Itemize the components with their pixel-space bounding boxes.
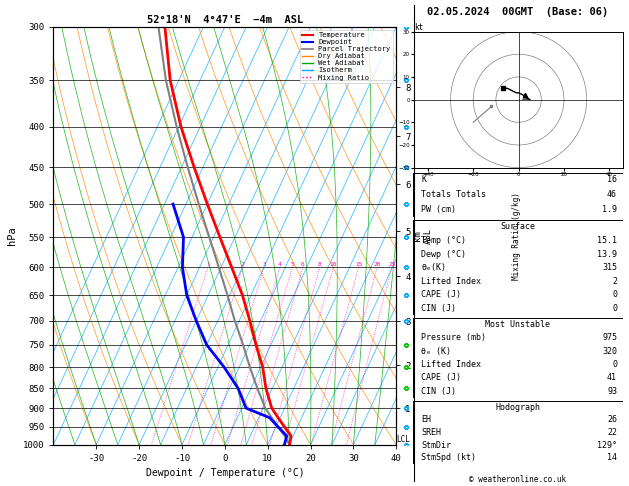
- Text: EH: EH: [421, 416, 431, 424]
- Text: 10: 10: [330, 262, 337, 267]
- Title: 52°18'N  4°47'E  −4m  ASL: 52°18'N 4°47'E −4m ASL: [147, 15, 303, 25]
- Text: 15.1: 15.1: [597, 236, 617, 245]
- Text: Surface: Surface: [501, 223, 535, 231]
- Text: 20: 20: [374, 262, 381, 267]
- Text: 26: 26: [607, 416, 617, 424]
- Text: 02.05.2024  00GMT  (Base: 06): 02.05.2024 00GMT (Base: 06): [426, 7, 608, 17]
- Text: Pressure (mb): Pressure (mb): [421, 333, 486, 343]
- Text: 0: 0: [612, 304, 617, 312]
- Text: 129°: 129°: [597, 441, 617, 450]
- Text: 975: 975: [602, 333, 617, 343]
- X-axis label: Dewpoint / Temperature (°C): Dewpoint / Temperature (°C): [145, 469, 304, 478]
- Text: CAPE (J): CAPE (J): [421, 290, 461, 299]
- Text: 1.9: 1.9: [602, 205, 617, 214]
- Text: 320: 320: [602, 347, 617, 356]
- Y-axis label: km
ASL: km ASL: [413, 227, 433, 244]
- Text: CIN (J): CIN (J): [421, 387, 456, 396]
- Text: 2: 2: [241, 262, 245, 267]
- Text: CIN (J): CIN (J): [421, 304, 456, 312]
- Text: 13.9: 13.9: [597, 249, 617, 259]
- Text: Totals Totals: Totals Totals: [421, 191, 486, 199]
- Text: PW (cm): PW (cm): [421, 205, 456, 214]
- Text: 4: 4: [278, 262, 282, 267]
- Text: K: K: [421, 175, 426, 185]
- Text: kt: kt: [414, 22, 423, 32]
- Text: 0: 0: [612, 360, 617, 369]
- Text: © weatheronline.co.uk: © weatheronline.co.uk: [469, 474, 566, 484]
- Text: 22: 22: [607, 428, 617, 437]
- Text: 315: 315: [602, 263, 617, 272]
- Text: 14: 14: [607, 453, 617, 462]
- Text: 25: 25: [388, 262, 396, 267]
- Text: θₑ (K): θₑ (K): [421, 347, 451, 356]
- Text: CAPE (J): CAPE (J): [421, 373, 461, 382]
- Text: 93: 93: [607, 387, 617, 396]
- Text: 3: 3: [262, 262, 266, 267]
- Text: Lifted Index: Lifted Index: [421, 360, 481, 369]
- Text: θₑ(K): θₑ(K): [421, 263, 446, 272]
- Text: 16: 16: [607, 175, 617, 185]
- Text: Temp (°C): Temp (°C): [421, 236, 466, 245]
- Text: Hodograph: Hodograph: [496, 403, 540, 412]
- Text: Lifted Index: Lifted Index: [421, 277, 481, 286]
- Text: LCL: LCL: [396, 435, 410, 444]
- Text: 5: 5: [291, 262, 294, 267]
- Legend: Temperature, Dewpoint, Parcel Trajectory, Dry Adiabat, Wet Adiabat, Isotherm, Mi: Temperature, Dewpoint, Parcel Trajectory…: [301, 30, 392, 83]
- Text: Most Unstable: Most Unstable: [486, 320, 550, 329]
- Text: SREH: SREH: [421, 428, 441, 437]
- Text: Mixing Ratio (g/kg): Mixing Ratio (g/kg): [512, 192, 521, 279]
- Text: 0: 0: [612, 290, 617, 299]
- Text: 2: 2: [612, 277, 617, 286]
- Text: 1: 1: [206, 262, 209, 267]
- Text: 6: 6: [301, 262, 305, 267]
- Text: 15: 15: [355, 262, 362, 267]
- Text: 41: 41: [607, 373, 617, 382]
- Text: 46: 46: [607, 191, 617, 199]
- Text: StmSpd (kt): StmSpd (kt): [421, 453, 476, 462]
- Y-axis label: hPa: hPa: [8, 226, 18, 245]
- Text: StmDir: StmDir: [421, 441, 451, 450]
- Text: 8: 8: [318, 262, 322, 267]
- Text: Dewp (°C): Dewp (°C): [421, 249, 466, 259]
